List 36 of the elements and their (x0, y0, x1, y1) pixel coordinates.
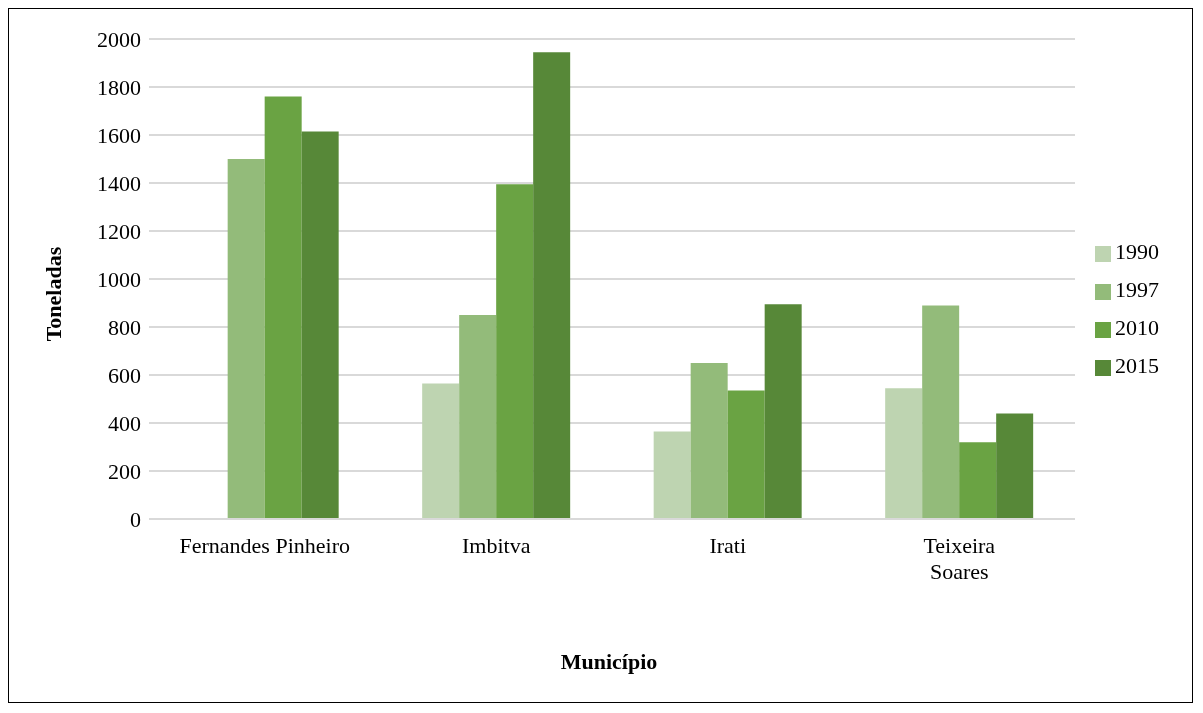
y-tick-label: 2000 (97, 26, 141, 52)
x-axis-title: Município (559, 649, 659, 675)
x-tick-label: Imbitva (462, 533, 531, 558)
legend-label: 1990 (1115, 239, 1159, 264)
bar (496, 184, 534, 519)
y-tick-label: 800 (108, 314, 141, 340)
y-tick-label: 1400 (97, 170, 141, 196)
x-tick-label: Fernandes Pinheiro (179, 533, 350, 558)
legend-label: 2015 (1115, 353, 1159, 378)
bar (922, 305, 960, 519)
bar (227, 159, 265, 519)
y-tick-label: 1000 (97, 266, 141, 292)
bar (422, 383, 460, 519)
bar (301, 131, 339, 519)
bar (653, 431, 691, 519)
y-axis-title: Toneladas (41, 246, 67, 342)
y-tick-label: 400 (108, 410, 141, 436)
y-tick-label: 1200 (97, 218, 141, 244)
bar (959, 442, 997, 519)
bar (690, 363, 728, 519)
y-tick-label: 1600 (97, 122, 141, 148)
x-tick-label: Teixeira Soares (923, 533, 996, 584)
y-tick-label: 600 (108, 362, 141, 388)
bar (264, 96, 302, 519)
y-tick-label: 0 (130, 506, 141, 532)
bar (996, 413, 1034, 519)
y-tick-label: 200 (108, 458, 141, 484)
legend-label: 1997 (1115, 277, 1159, 302)
legend-label: 2010 (1115, 315, 1159, 340)
bar (764, 304, 802, 519)
bar (727, 390, 765, 519)
x-tick-label: Irati (709, 533, 747, 558)
bar (885, 388, 923, 519)
bar (533, 52, 571, 519)
bar (459, 315, 497, 519)
y-tick-label: 1800 (97, 74, 141, 100)
